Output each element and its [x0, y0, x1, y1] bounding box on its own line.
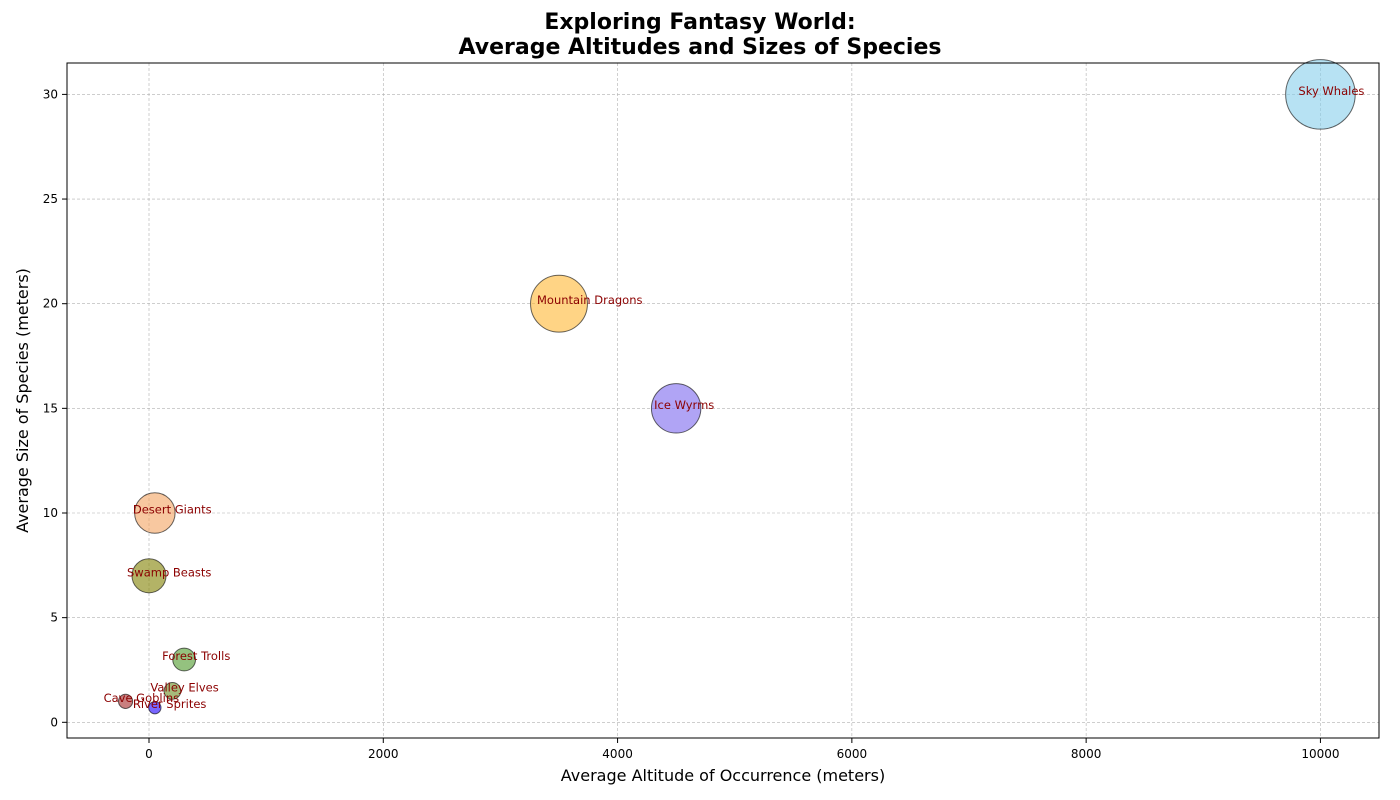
chart-title-line-2: Average Altitudes and Sizes of Species	[458, 35, 942, 60]
x-tick-label: 4000	[602, 747, 633, 761]
x-tick-label: 10000	[1301, 747, 1339, 761]
y-tick-label: 20	[43, 297, 58, 311]
bubble-point	[148, 700, 162, 715]
point-label: Ice Wyrms	[654, 398, 714, 412]
bubble-point	[118, 693, 134, 709]
grid-lines	[67, 63, 1379, 738]
bubble-point	[650, 383, 702, 434]
x-tick-label: 6000	[837, 747, 868, 761]
point-label: Mountain Dragons	[537, 293, 642, 307]
point-label: Forest Trolls	[162, 649, 230, 663]
point-label: Cave Goblins	[104, 691, 180, 705]
x-tick-label: 2000	[368, 747, 399, 761]
chart-title: Exploring Fantasy World: Average Altitud…	[0, 10, 1400, 60]
axis-ticks: 0 2000 4000 6000 8000 10000 0 5 10 15 20 25 30	[43, 87, 1340, 761]
y-tick-label: 15	[43, 401, 58, 415]
bubbles	[118, 59, 1356, 715]
bubble-point	[163, 682, 182, 700]
point-labels: Mountain Dragons Forest Trolls Desert Gian…	[104, 84, 1365, 711]
x-tick-label: 0	[145, 747, 153, 761]
x-axis-label: Average Altitude of Occurrence (meters)	[561, 766, 885, 785]
bubble-point	[134, 492, 176, 534]
point-label: Desert Giants	[133, 503, 212, 517]
bubble-point	[530, 274, 588, 333]
y-tick-label: 25	[43, 192, 58, 206]
y-tick-label: 5	[50, 611, 58, 625]
point-label: Swamp Beasts	[127, 565, 211, 579]
point-label: River Sprites	[133, 697, 207, 711]
y-tick-label: 30	[43, 87, 58, 101]
x-tick-label: 8000	[1071, 747, 1102, 761]
bubble-point	[172, 647, 197, 672]
y-axis-label: Average Size of Species (meters)	[13, 268, 32, 533]
bubble-point	[131, 558, 167, 594]
plot-frame	[66, 62, 1380, 739]
point-label: Valley Elves	[150, 680, 218, 694]
y-tick-label: 10	[43, 506, 58, 520]
chart-title-line-1: Exploring Fantasy World:	[544, 10, 856, 35]
bubble-point	[1285, 59, 1356, 130]
y-tick-label: 0	[50, 715, 58, 729]
point-label: Sky Whales	[1298, 84, 1364, 98]
